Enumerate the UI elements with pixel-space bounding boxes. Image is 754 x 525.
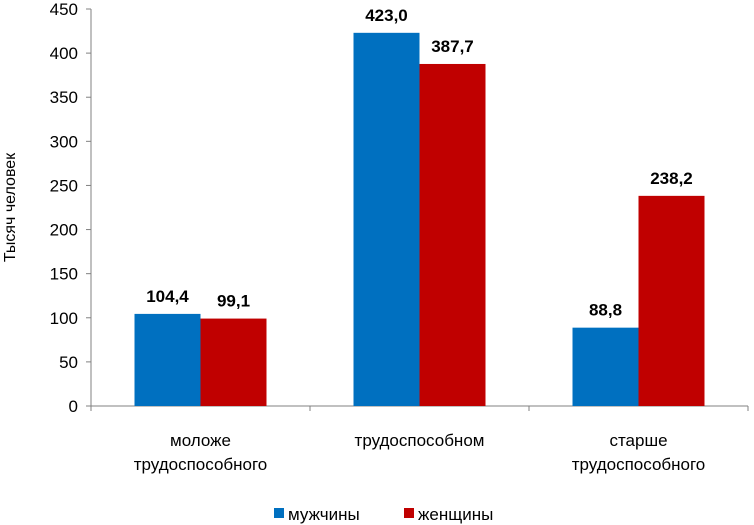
bar-женщины — [638, 195, 705, 406]
y-tick-label: 300 — [50, 132, 78, 151]
data-label: 387,7 — [431, 37, 474, 56]
y-tick-label: 350 — [50, 88, 78, 107]
x-category-label: моложе — [170, 431, 231, 450]
y-tick-label: 150 — [50, 265, 78, 284]
data-label: 104,4 — [146, 287, 189, 306]
x-category-label: трудоспособного — [134, 455, 268, 474]
data-label: 88,8 — [589, 301, 622, 320]
x-category-label: трудоспособного — [572, 455, 706, 474]
data-label: 99,1 — [217, 292, 250, 311]
legend-swatch-женщины — [404, 508, 414, 518]
y-tick-label: 50 — [59, 353, 78, 372]
legend-label: женщины — [418, 505, 493, 524]
y-tick-label: 250 — [50, 176, 78, 195]
bar-женщины — [200, 318, 267, 406]
bar-мужчины — [572, 327, 639, 406]
y-tick-label: 100 — [50, 309, 78, 328]
bar-мужчины — [134, 313, 201, 406]
y-axis-label: Тысяч человек — [2, 152, 19, 262]
x-category-label: старше — [609, 431, 667, 450]
bar-мужчины — [353, 32, 420, 406]
data-label: 238,2 — [650, 169, 693, 188]
y-tick-label: 450 — [50, 0, 78, 19]
data-label: 423,0 — [365, 6, 408, 25]
y-tick-label: 400 — [50, 44, 78, 63]
y-tick-label: 200 — [50, 221, 78, 240]
legend-label: мужчины — [288, 505, 360, 524]
x-category-label: трудоспособном — [355, 431, 485, 450]
bar-женщины — [419, 63, 486, 407]
legend-swatch-мужчины — [274, 508, 284, 518]
y-tick-label: 0 — [69, 397, 78, 416]
